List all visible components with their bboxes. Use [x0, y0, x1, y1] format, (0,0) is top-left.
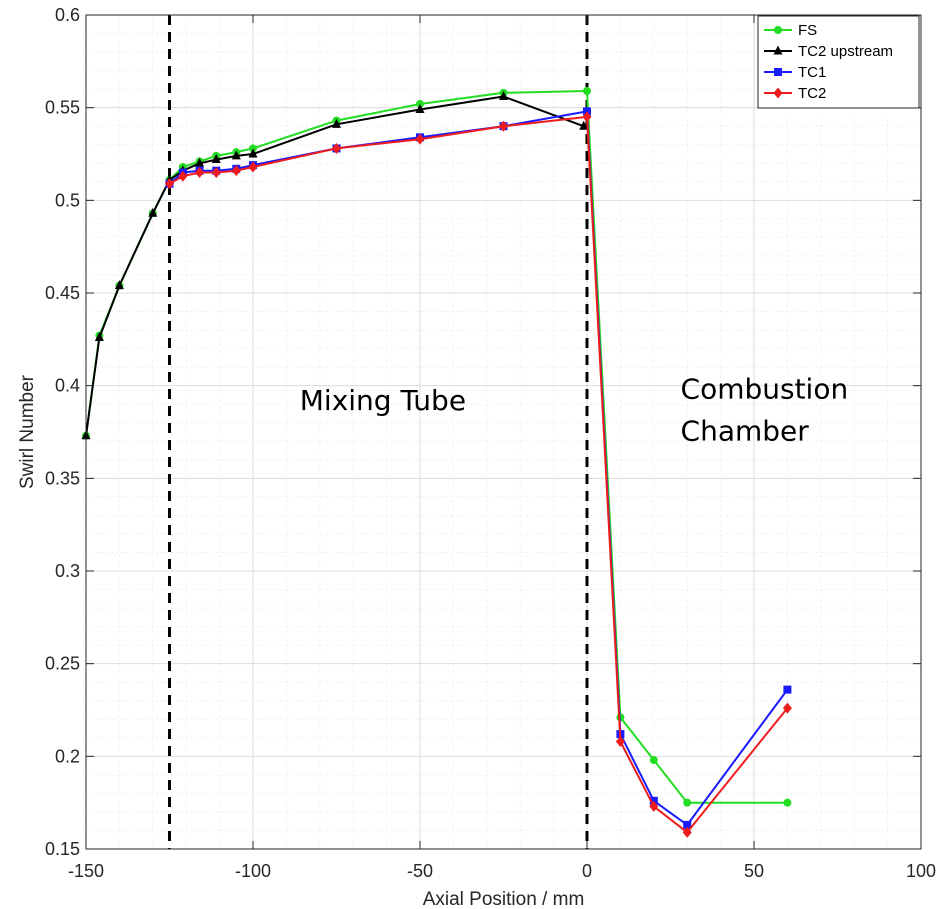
legend-swatch-marker	[774, 26, 782, 34]
y-tick-label: 0.45	[45, 283, 80, 303]
data-point-fs	[583, 86, 591, 95]
divider-lines	[168, 15, 589, 849]
data-point-tc2-upstream	[114, 280, 124, 290]
tick-layer: -150 -100 -50 0 50 100 0.15 0.2 0.25 0.3 0.35 0.4 0.…	[45, 5, 936, 881]
data-point-tc2-upstream	[499, 91, 508, 101]
data-point-tc2-upstream	[195, 157, 205, 167]
x-tick-label: -100	[235, 861, 271, 881]
data-point-fs	[416, 99, 424, 108]
y-tick-label: 0.55	[45, 98, 80, 118]
x-tick-label: 50	[744, 861, 764, 881]
legend-label: TC2	[798, 85, 826, 102]
region-annotation: Combustion Chamber	[681, 373, 849, 448]
data-point-tc2	[195, 167, 205, 179]
data-point-fs	[249, 144, 257, 153]
legend-label: TC2 upstream	[798, 43, 893, 60]
series-line-tc2-upstream	[85, 95, 585, 436]
y-tick-label: 0.2	[55, 746, 80, 766]
data-point-tc2-upstream	[579, 120, 589, 130]
x-tick-label: -50	[407, 861, 433, 881]
x-axis-label: Axial Position / mm	[423, 889, 585, 909]
data-point-tc2	[211, 167, 221, 179]
x-tick-label: -150	[68, 861, 104, 881]
data-point-tc2	[415, 133, 425, 145]
y-tick-label: 0.5	[55, 190, 80, 210]
legend-label: FS	[798, 22, 817, 39]
data-point-tc2	[231, 165, 241, 177]
data-point-tc2	[499, 120, 508, 132]
data-point-tc1	[783, 685, 792, 694]
x-tick-label: 0	[582, 861, 592, 881]
region-annotation-line: Mixing Tube	[300, 384, 466, 417]
legend-item-tc1[interactable]: TC1	[764, 64, 826, 81]
annotation-layer: Mixing Tube Combustion Chamber	[300, 373, 848, 448]
y-tick-label: 0.6	[55, 5, 80, 25]
legend-item-tc2-upstream[interactable]: TC2 upstream	[764, 43, 893, 60]
data-point-fs	[649, 756, 658, 765]
data-point-tc2	[332, 142, 341, 154]
data-point-tc2-upstream	[332, 118, 341, 128]
data-point-fs	[683, 798, 692, 807]
data-point-tc2	[649, 800, 659, 812]
region-annotation: Mixing Tube	[300, 384, 466, 417]
data-point-tc2	[178, 170, 188, 182]
data-point-tc2	[248, 161, 258, 173]
legend-swatch-marker	[773, 45, 783, 55]
data-point-tc2-upstream	[211, 154, 221, 164]
data-point-tc2-upstream	[148, 207, 158, 217]
series-tc2-upstream	[81, 91, 589, 440]
legend-label: TC1	[798, 64, 826, 81]
data-point-tc1	[683, 820, 692, 829]
data-point-tc2	[615, 736, 625, 748]
legend-item-tc2[interactable]: TC2	[764, 85, 826, 102]
y-tick-label: 0.3	[55, 561, 80, 581]
region-annotation-line: Chamber	[681, 415, 810, 448]
data-point-tc1	[583, 107, 591, 116]
series-layer	[81, 86, 792, 838]
legend-swatch-marker	[773, 87, 783, 99]
y-tick-label: 0.35	[45, 468, 80, 488]
data-point-tc2-upstream	[231, 150, 241, 160]
data-point-tc2-upstream	[415, 104, 425, 114]
y-tick-label: 0.4	[55, 376, 80, 396]
y-axis-label: Swirl Number	[17, 374, 38, 489]
data-point-tc2	[582, 111, 592, 123]
data-point-tc2	[782, 702, 792, 714]
y-tick-label: 0.25	[45, 654, 80, 674]
data-point-tc2-upstream	[94, 331, 104, 341]
series-tc2	[165, 111, 792, 838]
legend[interactable]: FS TC2 upstream TC1 TC2	[757, 15, 920, 109]
data-point-tc2	[165, 178, 174, 190]
region-annotation-line: Combustion	[681, 373, 849, 406]
x-tick-label: 100	[906, 861, 936, 881]
data-point-tc1	[649, 796, 658, 805]
data-point-fs	[783, 798, 792, 807]
legend-box[interactable]	[757, 15, 920, 109]
y-tick-label: 0.15	[45, 839, 80, 859]
legend-swatch-marker	[774, 68, 782, 76]
legend-item-fs[interactable]: FS	[764, 22, 817, 39]
plot-frame	[85, 14, 922, 850]
data-point-tc2-upstream	[248, 148, 258, 158]
data-point-tc2	[682, 826, 692, 838]
